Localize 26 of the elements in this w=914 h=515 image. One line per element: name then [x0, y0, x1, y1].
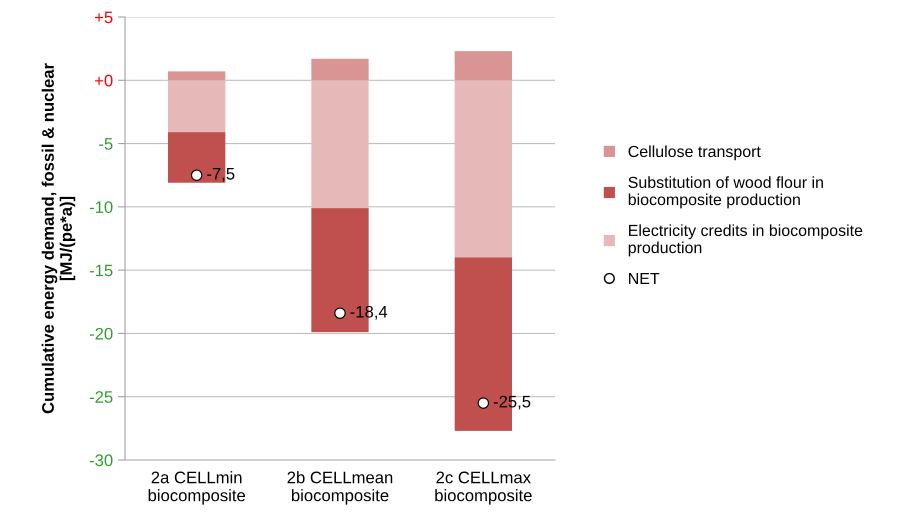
legend-label: NET [629, 272, 660, 284]
legend-label: Substitution of wood flour in biocomposite production [628, 176, 823, 208]
bar [311, 58, 369, 80]
y-tick-label: +0 [95, 74, 113, 86]
legend-label: Electricity credits in biocomposite production [628, 224, 862, 256]
x-tick-label: 2c CELLmax biocomposite [435, 472, 532, 505]
y-tick-label: -20 [90, 328, 113, 340]
y-tick-label: -30 [90, 454, 113, 466]
bar [454, 51, 512, 80]
point [478, 397, 490, 409]
y-tick-label: -10 [90, 201, 113, 214]
y-tick-label: +5 [95, 12, 112, 24]
bar [311, 80, 369, 208]
y-tick-label: -5 [99, 138, 112, 150]
point [190, 170, 202, 181]
point [334, 307, 346, 319]
bar [454, 80, 512, 258]
data-label: -25,5 [494, 396, 530, 410]
y-axis-title: Cumulative energy demand, fossil & nuclear [MJ/(pe*a)] [42, 63, 76, 414]
legend-label: Cellulose transport [628, 145, 761, 160]
bar [168, 71, 226, 80]
y-tick-label: -15 [90, 264, 112, 276]
x-tick-label: 2b CELLmean biocomposite [288, 471, 392, 505]
bar [168, 80, 226, 132]
x-tick-label: 2a CELLmin biocomposite [148, 471, 246, 505]
y-tick-label: -25 [90, 391, 112, 403]
